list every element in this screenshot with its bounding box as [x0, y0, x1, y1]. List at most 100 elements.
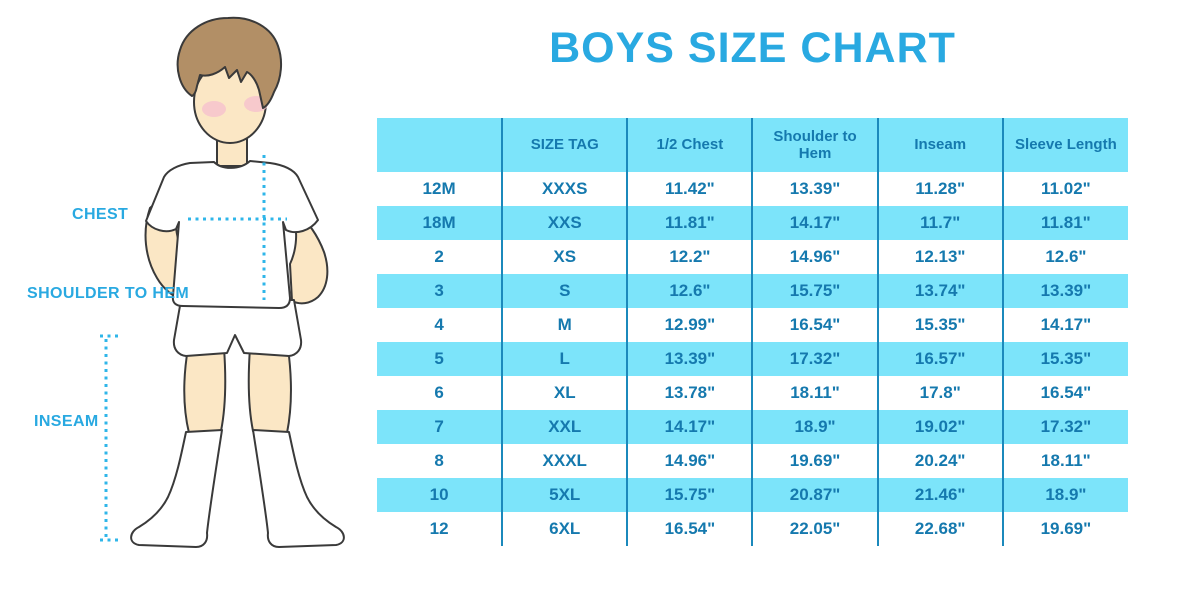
table-cell: 16.54" — [751, 308, 878, 342]
table-cell: 13.74" — [876, 274, 1003, 308]
table-cell: XXXL — [501, 444, 628, 478]
table-row: 12M XXXS 11.42" 13.39" 11.28" 11.02" — [377, 172, 1128, 206]
table-cell: 15.35" — [876, 308, 1003, 342]
table-cell: 12.13" — [876, 240, 1003, 274]
table-cell: XS — [501, 240, 628, 274]
boy-figure-svg — [100, 16, 345, 548]
table-cell: 5 — [434, 349, 444, 368]
right-leg — [247, 347, 292, 434]
table-body: 12M XXXS 11.42" 13.39" 11.28" 11.02" 18M XXS 11.… — [377, 172, 1128, 546]
table-cell: 18.9" — [1001, 478, 1128, 512]
header-cell: Inseam — [876, 118, 1003, 172]
table-row: 5 L 13.39" 17.32" 16.57" 15.35" — [377, 342, 1128, 376]
header-row: SIZE TAG 1/2 Chest Shoulder to Hem Inseam Sl… — [377, 118, 1128, 172]
table-cell: 15.35" — [1001, 342, 1128, 376]
table-cell: 14.96" — [751, 240, 878, 274]
table-cell: 12.99" — [626, 308, 753, 342]
table-cell: 8 — [434, 451, 444, 470]
table-cell: 13.39" — [751, 172, 878, 206]
table-cell: 20.87" — [751, 478, 878, 512]
table-row: 12 6XL 16.54" 22.05" 22.68" 19.69" — [377, 512, 1128, 546]
table-cell: 12 — [429, 519, 449, 538]
table-cell: 12.6" — [626, 274, 753, 308]
page-title: BOYS SIZE CHART — [549, 24, 956, 72]
table-cell: 14.17" — [751, 206, 878, 240]
table-cell: M — [501, 308, 628, 342]
left-cheek — [202, 101, 226, 117]
table-cell: S — [501, 274, 628, 308]
table-cell: XXXS — [501, 172, 628, 206]
table-cell: 11.02" — [1001, 172, 1128, 206]
table-cell: 22.05" — [751, 512, 878, 546]
table-row: 4 M 12.99" 16.54" 15.35" 14.17" — [377, 308, 1128, 342]
inseam-label: INSEAM — [34, 413, 99, 430]
table-cell: 13.39" — [1001, 274, 1128, 308]
right-sock — [252, 429, 345, 548]
table-cell: 17.32" — [1001, 410, 1128, 444]
table-cell: 19.69" — [1001, 512, 1128, 546]
left-sock — [130, 429, 223, 548]
table-cell: 14.96" — [626, 444, 753, 478]
shorts — [172, 299, 303, 357]
table-cell: 11.7" — [876, 206, 1003, 240]
table-cell: XXS — [501, 206, 628, 240]
table-cell: 3 — [434, 281, 444, 300]
table-cell: 13.78" — [626, 376, 753, 410]
table-cell: 4 — [434, 315, 444, 334]
table-cell: 2 — [434, 247, 444, 266]
table-cell: 15.75" — [626, 478, 753, 512]
table-cell: 6 — [434, 383, 444, 402]
table-cell: 7 — [434, 417, 444, 436]
boy-illustration: CHEST SHOULDER TO HEM INSEAM — [0, 0, 380, 600]
table-row: 3 S 12.6" 15.75" 13.74" 13.39" — [377, 274, 1128, 308]
table-cell: 11.81" — [1001, 206, 1128, 240]
table-cell: 14.17" — [626, 410, 753, 444]
size-table: SIZE TAG 1/2 Chest Shoulder to Hem Inseam Sl… — [377, 118, 1128, 546]
inseam-dotted-line — [100, 334, 118, 542]
header-cell: Sleeve Length — [1001, 118, 1128, 172]
header-cell — [377, 118, 503, 172]
table-header: SIZE TAG 1/2 Chest Shoulder to Hem Inseam Sl… — [377, 118, 1128, 172]
table-cell: L — [501, 342, 628, 376]
header-cell: SIZE TAG — [501, 118, 628, 172]
header-cell: 1/2 Chest — [626, 118, 753, 172]
table-cell: 18.11" — [751, 376, 878, 410]
table-row: 10 5XL 15.75" 20.87" 21.46" 18.9" — [377, 478, 1128, 512]
table-cell: 10 — [429, 485, 449, 504]
table-cell: 21.46" — [876, 478, 1003, 512]
table-row: 8 XXXL 14.96" 19.69" 20.24" 18.11" — [377, 444, 1128, 478]
shoulder-to-hem-label: SHOULDER TO HEM — [27, 285, 190, 302]
left-leg — [183, 347, 227, 434]
table-cell: 19.69" — [751, 444, 878, 478]
table-cell: 18M — [422, 213, 456, 232]
table-row: 18M XXS 11.81" 14.17" 11.7" 11.81" — [377, 206, 1128, 240]
table-cell: 16.57" — [876, 342, 1003, 376]
table-cell: 12.6" — [1001, 240, 1128, 274]
table-row: 2 XS 12.2" 14.96" 12.13" 12.6" — [377, 240, 1128, 274]
table-row: 6 XL 13.78" 18.11" 17.8" 16.54" — [377, 376, 1128, 410]
table-row: 7 XXL 14.17" 18.9" 19.02" 17.32" — [377, 410, 1128, 444]
table-cell: XL — [501, 376, 628, 410]
table-cell: 11.81" — [626, 206, 753, 240]
header-cell: Shoulder to Hem — [751, 118, 878, 172]
table-cell: XXL — [501, 410, 628, 444]
table-cell: 18.11" — [1001, 444, 1128, 478]
table-cell: 11.28" — [876, 172, 1003, 206]
table-cell: 13.39" — [626, 342, 753, 376]
table-cell: 15.75" — [751, 274, 878, 308]
table-cell: 12.2" — [626, 240, 753, 274]
right-arm — [289, 211, 329, 305]
table-cell: 16.54" — [626, 512, 753, 546]
t-shirt — [145, 160, 319, 309]
table-cell: 20.24" — [876, 444, 1003, 478]
table-cell: 11.42" — [626, 172, 753, 206]
table-cell: 6XL — [501, 512, 628, 546]
table-cell: 18.9" — [751, 410, 878, 444]
table-cell: 19.02" — [876, 410, 1003, 444]
table-cell: 17.8" — [876, 376, 1003, 410]
table-cell: 12M — [422, 179, 456, 198]
table-cell: 16.54" — [1001, 376, 1128, 410]
table-cell: 14.17" — [1001, 308, 1128, 342]
chest-label: CHEST — [72, 206, 129, 223]
